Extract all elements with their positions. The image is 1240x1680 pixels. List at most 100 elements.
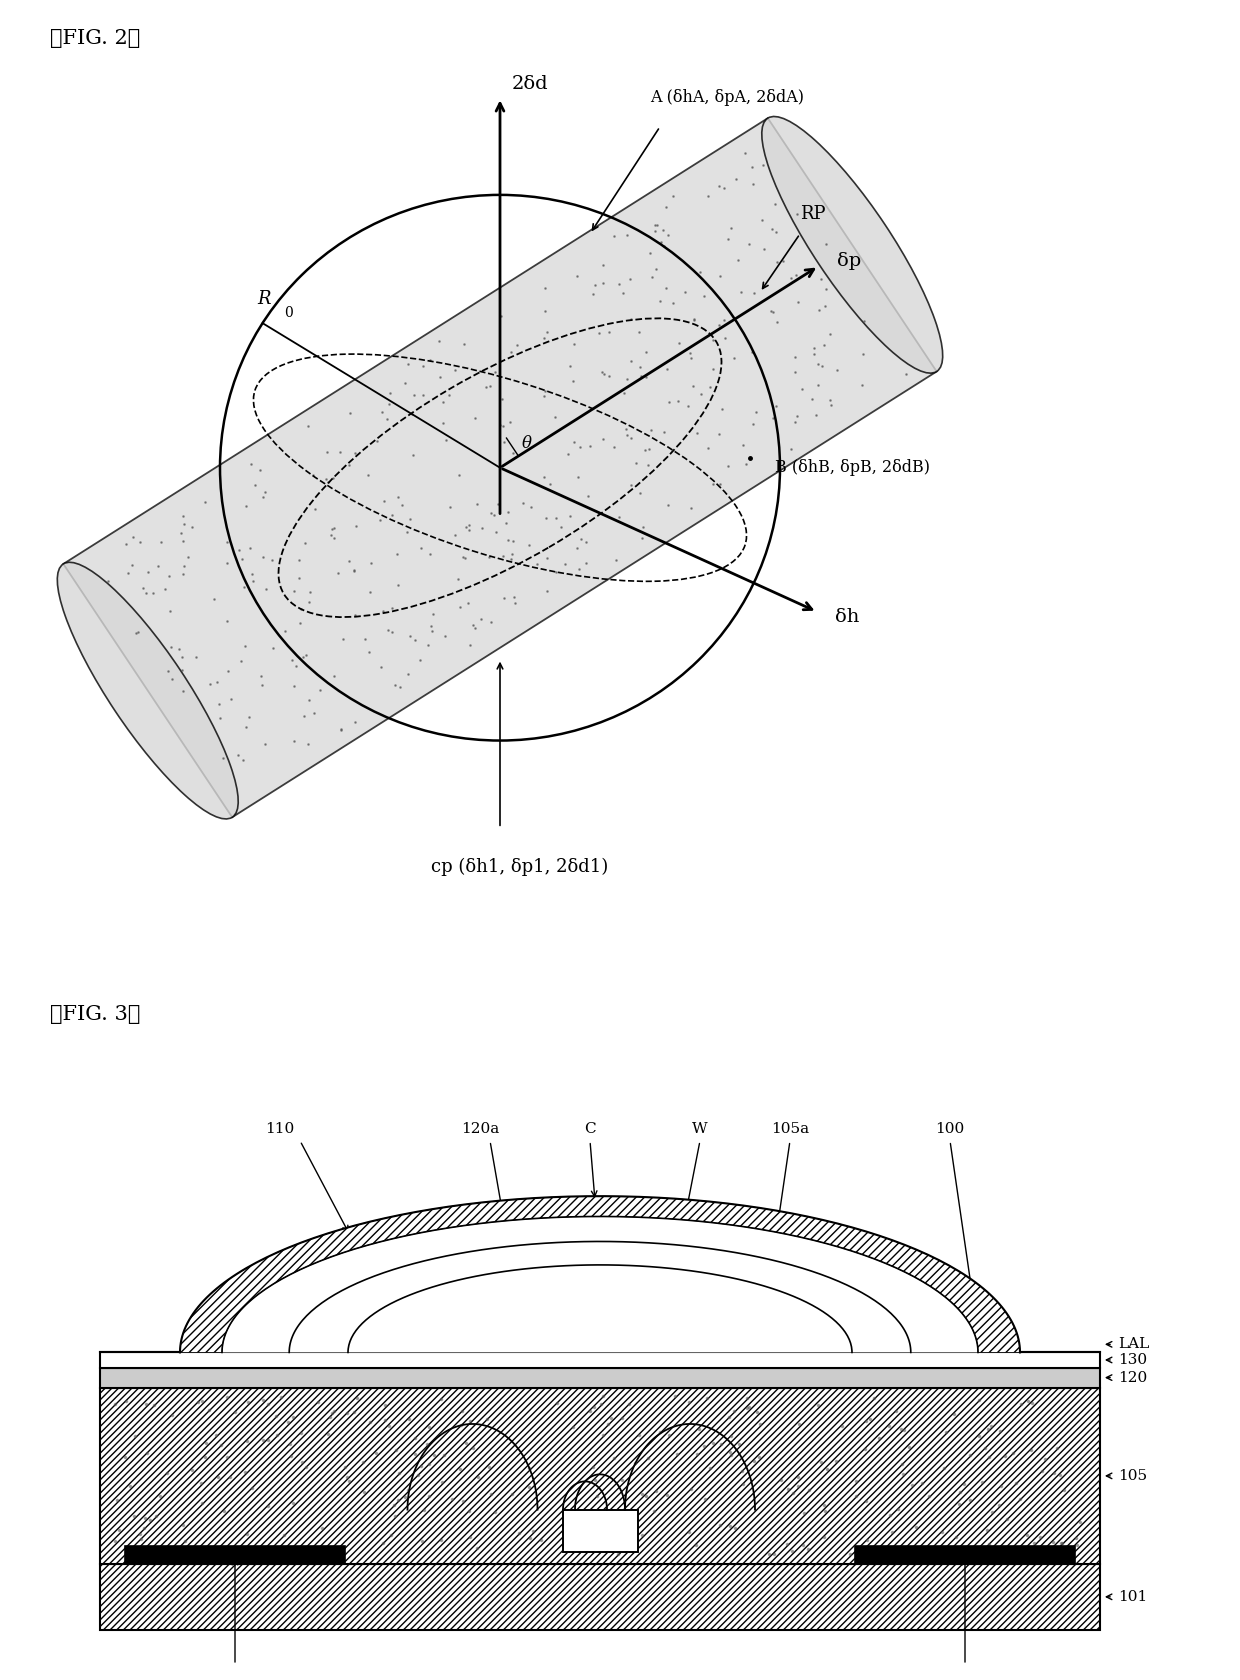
Point <box>192 1388 212 1415</box>
Point <box>200 1396 219 1423</box>
Point <box>606 546 626 573</box>
Point <box>808 1391 828 1418</box>
Point <box>134 1515 154 1542</box>
Point <box>217 529 237 556</box>
Point <box>636 363 656 390</box>
Point <box>601 1536 621 1562</box>
Point <box>316 465 336 492</box>
Point <box>187 1539 207 1566</box>
Point <box>569 554 589 581</box>
Point <box>621 306 641 333</box>
Point <box>570 526 590 553</box>
Point <box>899 1433 919 1460</box>
Point <box>946 1524 966 1551</box>
Point <box>854 307 874 334</box>
Point <box>546 558 565 585</box>
Point <box>806 402 826 428</box>
Point <box>764 1541 784 1567</box>
Point <box>720 1423 740 1450</box>
Point <box>639 437 658 464</box>
Point <box>412 1527 432 1554</box>
Point <box>763 405 782 432</box>
Point <box>631 363 651 390</box>
Point <box>656 274 676 301</box>
Point <box>749 1443 769 1470</box>
Point <box>218 659 238 685</box>
Point <box>787 403 807 430</box>
Point <box>641 417 661 444</box>
Point <box>211 1431 231 1458</box>
Point <box>591 358 611 385</box>
Point <box>537 578 557 605</box>
Point <box>869 1425 889 1452</box>
Point <box>210 690 229 717</box>
Point <box>816 230 836 257</box>
Point <box>556 551 575 578</box>
Point <box>360 1408 379 1435</box>
Point <box>179 543 198 570</box>
Point <box>813 1524 833 1551</box>
Point <box>366 1440 386 1467</box>
Point <box>184 1536 203 1562</box>
Point <box>196 1443 216 1470</box>
Point <box>629 1421 649 1448</box>
Point <box>456 514 476 541</box>
Point <box>501 546 521 573</box>
Point <box>766 218 786 245</box>
Point <box>291 595 311 622</box>
Point <box>117 1388 136 1415</box>
Point <box>990 1492 1009 1519</box>
Point <box>440 494 460 521</box>
Point <box>513 489 533 516</box>
Point <box>217 549 237 576</box>
Point <box>139 559 159 586</box>
Bar <box>100 1564 1100 1630</box>
Point <box>396 370 415 396</box>
Point <box>821 391 841 418</box>
Point <box>196 1430 216 1457</box>
Point <box>174 677 193 704</box>
Point <box>433 1468 453 1495</box>
Point <box>420 613 440 640</box>
Point <box>258 1391 278 1418</box>
Point <box>384 1492 404 1519</box>
Point <box>219 1463 239 1490</box>
Point <box>610 1536 630 1562</box>
Point <box>481 1480 501 1507</box>
Point <box>398 1477 418 1504</box>
Point <box>686 1530 706 1557</box>
Point <box>720 1441 740 1468</box>
Point <box>980 1530 999 1557</box>
Point <box>807 371 827 398</box>
Point <box>151 529 171 556</box>
Point <box>144 1393 164 1420</box>
Point <box>324 664 343 690</box>
Point <box>560 353 580 380</box>
Point <box>472 514 492 541</box>
Point <box>787 289 807 316</box>
Point <box>801 385 821 412</box>
Point <box>785 408 805 435</box>
Point <box>309 1388 329 1415</box>
Point <box>611 1467 631 1494</box>
Point <box>821 321 841 348</box>
Point <box>815 1497 835 1524</box>
Point <box>255 479 275 506</box>
Point <box>233 573 253 600</box>
Point <box>191 1470 211 1497</box>
Point <box>735 139 755 166</box>
Point <box>650 1418 670 1445</box>
Point <box>644 1497 663 1524</box>
Point <box>419 1415 439 1441</box>
Point <box>560 502 580 529</box>
Point <box>321 522 341 549</box>
Text: W: W <box>692 1122 708 1136</box>
Point <box>765 190 785 217</box>
Point <box>497 499 517 526</box>
Point <box>337 1399 357 1426</box>
Point <box>1048 1435 1068 1462</box>
Point <box>583 1453 603 1480</box>
Point <box>536 504 556 531</box>
Point <box>115 531 135 558</box>
Point <box>310 677 330 704</box>
